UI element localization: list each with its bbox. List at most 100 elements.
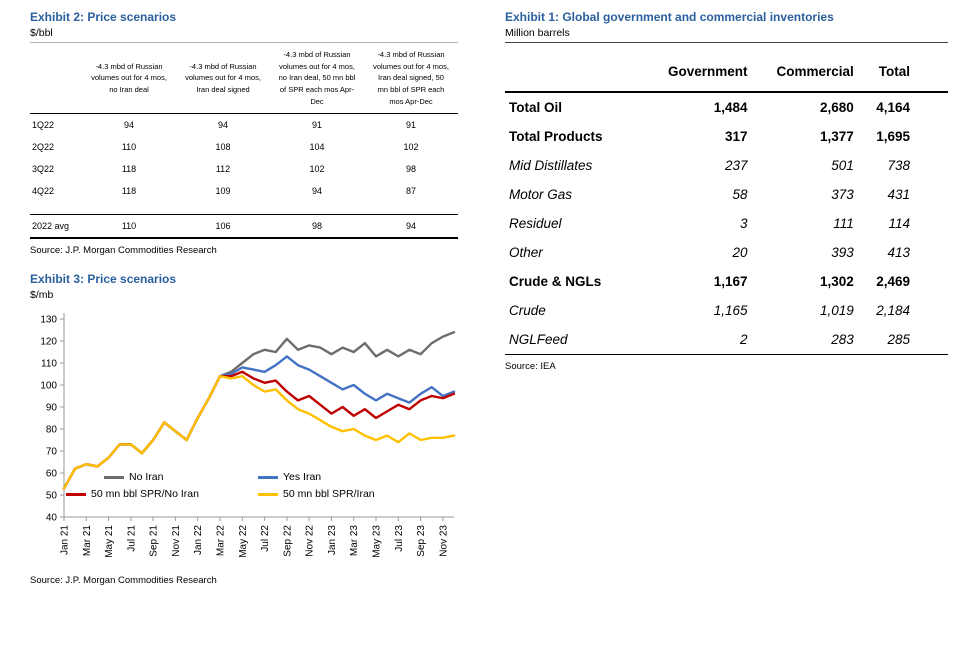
corner-cell: [30, 45, 82, 114]
row-total-oil: Total Oil 1,484 2,680 4,164: [505, 92, 948, 122]
exhibit3-source: Source: J.P. Morgan Commodities Research: [30, 575, 217, 587]
price-cell: 108: [215, 142, 231, 153]
svg-text:70: 70: [46, 447, 58, 458]
exhibit2-subtitle: $/bbl: [30, 27, 53, 39]
svg-text:80: 80: [46, 425, 58, 436]
value-cell: 501: [831, 158, 854, 173]
scenario-header-row: -4.3 mbd of Russian volumes out for 4 mo…: [30, 45, 458, 114]
price-cell: 106: [215, 221, 231, 232]
row-label: 2022 avg: [32, 221, 70, 232]
price-cell: 94: [217, 120, 228, 131]
row-total-products: Total Products 317 1,377 1,695: [505, 122, 948, 151]
exhibit1-subtitle: Million barrels: [505, 27, 570, 39]
corner-cell: [505, 55, 651, 92]
legend-item-spr-iran: 50 mn bbl SPR/Iran: [258, 488, 375, 500]
value-cell: 237: [724, 158, 748, 173]
price-cell: 87: [405, 186, 416, 197]
scenario-header-1: -4.3 mbd of Russian volumes out for 4 mo…: [91, 61, 167, 94]
svg-text:120: 120: [40, 337, 57, 348]
value-cell: 58: [732, 187, 748, 202]
row-other: Other 20 393 413: [505, 238, 948, 267]
svg-text:Nov 22: Nov 22: [305, 525, 316, 557]
svg-text:Jul 23: Jul 23: [394, 525, 405, 552]
svg-text:Jul 22: Jul 22: [260, 525, 271, 552]
svg-text:Jan 23: Jan 23: [327, 525, 338, 555]
value-cell: 111: [833, 216, 854, 231]
price-scenarios-table: -4.3 mbd of Russian volumes out for 4 mo…: [30, 45, 458, 239]
value-cell: 373: [831, 187, 854, 202]
exhibit-1-section: Exhibit 1: Global government and commerc…: [505, 10, 948, 372]
value-cell: 1,165: [713, 303, 748, 318]
row-label: Crude & NGLs: [509, 274, 602, 289]
price-cell: 94: [123, 120, 134, 131]
legend-label: 50 mn bbl SPR/Iran: [283, 488, 375, 501]
value-cell: 283: [831, 332, 854, 347]
value-cell: 2,184: [876, 303, 910, 318]
price-cell: 98: [311, 221, 322, 232]
value-cell: 20: [732, 245, 748, 260]
svg-text:130: 130: [40, 315, 57, 326]
value-cell: 393: [831, 245, 854, 260]
exhibit1-title: Exhibit 1: Global government and commerc…: [505, 10, 834, 24]
chart-legend: No Iran Yes Iran 50 mn bbl SPR/No Iran 5…: [66, 471, 375, 500]
value-cell: 1,695: [876, 129, 910, 144]
row-mid-distillates: Mid Distillates 237 501 738: [505, 151, 948, 180]
row-label: 3Q22: [32, 164, 55, 175]
legend-item-yes-iran: Yes Iran: [258, 471, 375, 483]
price-cell: 94: [311, 186, 322, 197]
row-nglfeed: NGLFeed 2 283 285: [505, 325, 948, 355]
svg-text:40: 40: [46, 513, 58, 524]
price-cell: 110: [121, 142, 137, 153]
price-cell: 104: [309, 142, 325, 153]
price-cell: 91: [405, 120, 416, 131]
row-label: Residuel: [509, 216, 562, 231]
svg-text:100: 100: [40, 381, 57, 392]
row-label: Other: [509, 245, 543, 260]
table-row-2q22: 2Q22 110 108 104 102: [30, 136, 458, 158]
legend-item-spr-no-iran: 50 mn bbl SPR/No Iran: [66, 488, 258, 500]
yes-iran-line-icon: [258, 475, 278, 479]
inventories-table: Government Commercial Total Total Oil 1,…: [505, 55, 948, 355]
row-label: Mid Distillates: [509, 158, 593, 173]
svg-text:50: 50: [46, 491, 58, 502]
svg-text:Jan 22: Jan 22: [193, 525, 204, 555]
line-chart-canvas: 40 50 60 70 80 90 100 110 120 130 Jan 21 Mar 21 May …: [40, 313, 456, 558]
row-label: Total Oil: [509, 100, 562, 115]
price-cell: 110: [121, 221, 137, 232]
row-label: 1Q22: [32, 120, 55, 131]
exhibit-2-section: Exhibit 2: Price scenarios $/bbl -4.3 mb…: [30, 10, 458, 256]
svg-text:Sep 22: Sep 22: [282, 525, 293, 557]
price-cell: 118: [121, 186, 137, 197]
table-row-1q22: 1Q22 94 94 91 91: [30, 114, 458, 137]
inventories-header-row: Government Commercial Total: [505, 55, 948, 92]
value-cell: 1,167: [713, 274, 748, 289]
legend-label: Yes Iran: [283, 471, 322, 484]
spr-iran-line-icon: [258, 492, 278, 496]
svg-text:90: 90: [46, 403, 58, 414]
exhibit-3-section: Exhibit 3: Price scenarios $/mb 40 50 60 70…: [30, 272, 458, 586]
svg-text:May 21: May 21: [104, 525, 115, 558]
exhibit2-rule: [30, 42, 458, 43]
svg-text:60: 60: [46, 469, 58, 480]
price-cell: 109: [215, 186, 231, 197]
col-header-government: Government: [667, 64, 748, 79]
table-row-4q22: 4Q22 118 109 94 87: [30, 180, 458, 215]
row-motor-gas: Motor Gas 58 373 431: [505, 180, 948, 209]
exhibit1-rule: [505, 42, 948, 43]
svg-text:May 22: May 22: [238, 525, 249, 558]
svg-text:Sep 23: Sep 23: [416, 525, 427, 557]
row-label: 4Q22: [32, 186, 55, 197]
col-header-total: Total: [878, 64, 910, 79]
svg-text:Nov 21: Nov 21: [171, 525, 182, 557]
row-crude-ngls: Crude & NGLs 1,167 1,302 2,469: [505, 267, 948, 296]
scenario-header-4: -4.3 mbd of Russian volumes out for 4 mo…: [373, 50, 449, 106]
price-cell: 102: [309, 164, 325, 175]
table-row-3q22: 3Q22 118 112 102 98: [30, 158, 458, 180]
svg-text:Sep 21: Sep 21: [149, 525, 160, 557]
row-label: Total Products: [509, 129, 603, 144]
price-scenarios-chart: 40 50 60 70 80 90 100 110 120 130 Jan 21 Mar 21 May …: [30, 305, 458, 569]
col-header-commercial: Commercial: [776, 64, 854, 79]
row-residuel: Residuel 3 111 114: [505, 209, 948, 238]
price-cell: 91: [311, 120, 322, 131]
legend-label: No Iran: [129, 471, 164, 484]
